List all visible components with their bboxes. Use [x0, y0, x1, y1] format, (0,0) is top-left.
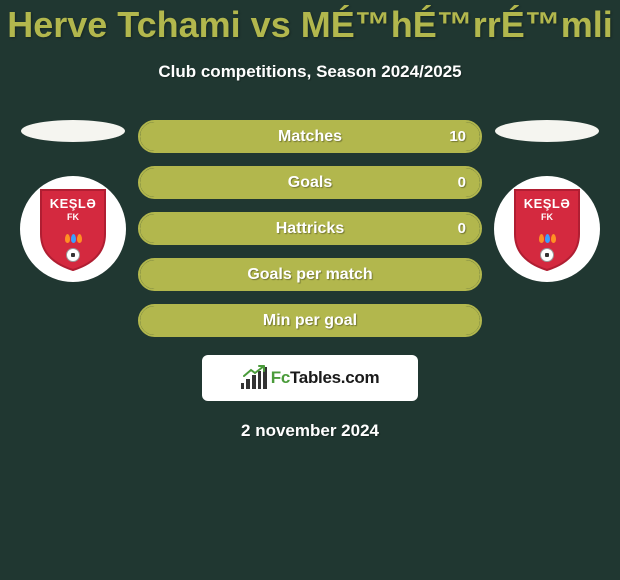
page-title: Herve Tchami vs MÉ™hÉ™rrÉ™mli: [0, 0, 620, 46]
stat-bar: Hattricks 0: [138, 212, 482, 245]
stat-value-right: 0: [458, 174, 466, 191]
club-subline-left: FK: [37, 212, 109, 222]
source-logo[interactable]: FcTables.com: [202, 355, 418, 401]
stat-bar: Goals per match: [138, 258, 482, 291]
stat-label: Min per goal: [263, 312, 357, 330]
comparison-row: KEŞLƏ FK Matches10Goals0Hattricks0Goals …: [0, 120, 620, 337]
flame-icon: [65, 234, 70, 243]
club-emblem-right: [535, 226, 559, 250]
flame-icon: [551, 234, 556, 243]
logo-text: FcTables.com: [271, 368, 380, 388]
stats-column: Matches 10 Goals 0 Hattricks 0 Goals per match…: [138, 120, 482, 337]
club-badge-left: KEŞLƏ FK: [20, 176, 126, 282]
club-subline-right: FK: [511, 212, 583, 222]
ball-icon: [540, 248, 554, 262]
player-right-column: KEŞLƏ FK: [492, 120, 602, 282]
stat-bar: Goals 0: [138, 166, 482, 199]
flame-icon: [77, 234, 82, 243]
logo-suffix: .com: [341, 368, 379, 387]
ball-icon: [66, 248, 80, 262]
flame-icon: [545, 234, 550, 243]
club-badge-right: KEŞLƏ FK: [494, 176, 600, 282]
flame-icon: [539, 234, 544, 243]
logo-prefix: Fc: [271, 368, 290, 387]
club-shield-right: KEŞLƏ FK: [511, 186, 583, 272]
logo-mid: Tables: [290, 368, 341, 387]
season-subtitle: Club competitions, Season 2024/2025: [0, 62, 620, 82]
player-left-column: KEŞLƏ FK: [18, 120, 128, 282]
avatar-placeholder-left: [21, 120, 125, 142]
club-name-right: KEŞLƏ: [511, 196, 583, 211]
flame-icon: [71, 234, 76, 243]
avatar-placeholder-right: [495, 120, 599, 142]
logo-bar: [252, 375, 256, 389]
stat-label: Hattricks: [276, 220, 344, 238]
stat-value-right: 0: [458, 220, 466, 237]
logo-bar: [246, 379, 250, 389]
stat-label: Goals: [288, 174, 332, 192]
stat-bar: Matches 10: [138, 120, 482, 153]
club-emblem-left: [61, 226, 85, 250]
stat-label: Goals per match: [247, 266, 372, 284]
arrow-icon: [243, 365, 265, 377]
club-shield-left: KEŞLƏ FK: [37, 186, 109, 272]
bar-chart-icon: [241, 367, 267, 389]
stat-bar: Min per goal: [138, 304, 482, 337]
club-name-left: KEŞLƏ: [37, 196, 109, 211]
stat-value-right: 10: [449, 128, 466, 145]
logo-bar: [241, 383, 245, 389]
stat-label: Matches: [278, 128, 342, 146]
date-label: 2 november 2024: [0, 421, 620, 441]
